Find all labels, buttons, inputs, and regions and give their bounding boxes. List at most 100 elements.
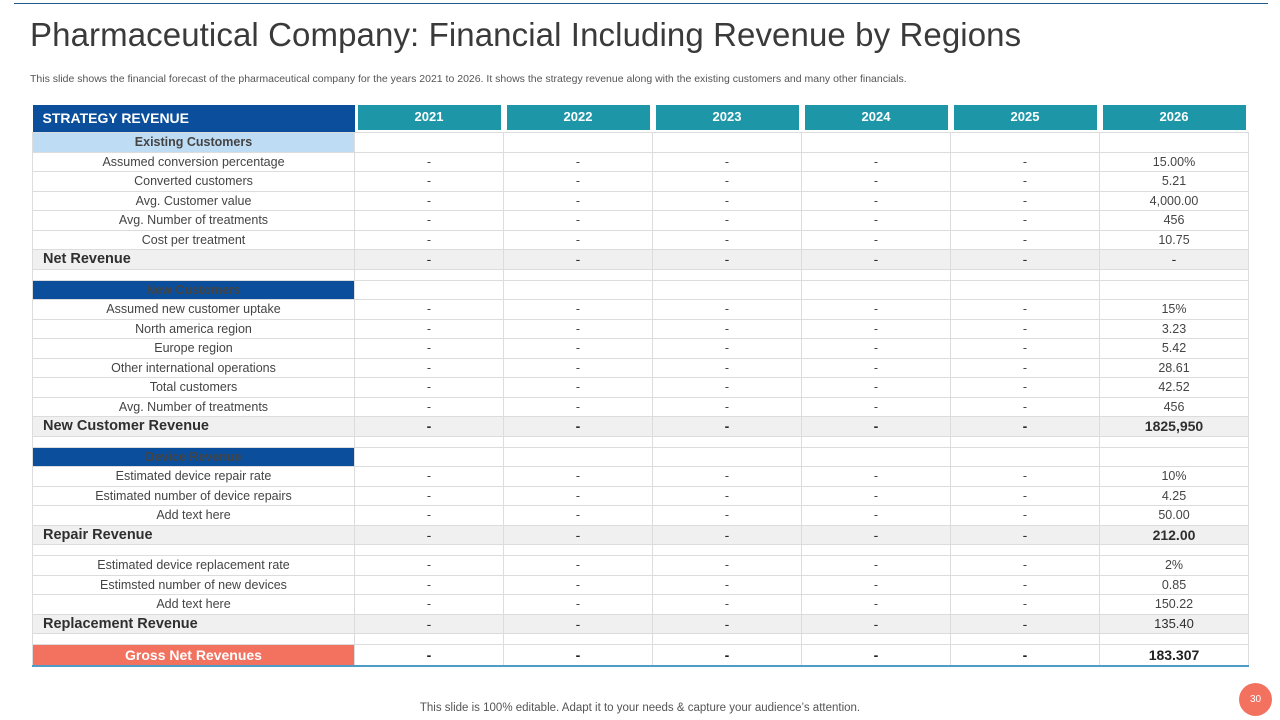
cell: 15% [1099, 299, 1249, 320]
table-row: Avg. Number of treatments - - - - - 456 [32, 396, 1249, 417]
table-row: Cost per treatment - - - - - 10.75 [32, 229, 1249, 250]
cell: - [652, 524, 802, 545]
cell: - [801, 229, 951, 250]
cell: - [503, 396, 653, 417]
cell: - [354, 357, 504, 378]
table-row: Estimated number of device repairs - - -… [32, 485, 1249, 506]
cell: - [354, 613, 504, 634]
cell: - [652, 613, 802, 634]
row-label: Avg. Number of treatments [32, 210, 355, 231]
cell: - [652, 466, 802, 487]
cell: - [503, 416, 653, 437]
cell: - [503, 377, 653, 398]
row-label: Other international operations [32, 357, 355, 378]
cell: - [652, 229, 802, 250]
cell: - [503, 338, 653, 359]
total-row: Net Revenue - - - - - - [32, 249, 1249, 270]
cell: - [950, 416, 1100, 437]
row-label: Estimated device replacement rate [32, 555, 355, 576]
table-row: Estimsted number of new devices - - - - … [32, 574, 1249, 595]
row-label: Estimated device repair rate [32, 466, 355, 487]
cell: - [354, 594, 504, 615]
row-label: Total customers [32, 377, 355, 398]
cell: - [503, 318, 653, 339]
cell: - [801, 574, 951, 595]
row-label: Assumed new customer uptake [32, 299, 355, 320]
cell: - [354, 396, 504, 417]
cell: - [801, 338, 951, 359]
cell: - [503, 190, 653, 211]
cell: - [950, 574, 1100, 595]
cell: - [354, 644, 504, 667]
cell: 5.21 [1099, 171, 1249, 192]
cell: - [652, 644, 802, 667]
cell: - [354, 524, 504, 545]
cell: - [801, 190, 951, 211]
cell: - [354, 416, 504, 437]
cell: - [354, 338, 504, 359]
cell: 5.42 [1099, 338, 1249, 359]
cell: - [503, 357, 653, 378]
table-row: Europe region - - - - - 5.42 [32, 338, 1249, 359]
cell: 456 [1099, 396, 1249, 417]
section-device-revenue: Device Revenue [32, 446, 355, 467]
cell: - [354, 151, 504, 172]
cell: 15.00% [1099, 151, 1249, 172]
cell: - [503, 466, 653, 487]
row-label: North america region [32, 318, 355, 339]
row-label: Add text here [32, 594, 355, 615]
cell: - [503, 171, 653, 192]
cell: - [801, 505, 951, 526]
cell: - [950, 229, 1100, 250]
spacer-row [32, 544, 1249, 556]
cell: - [652, 171, 802, 192]
cell: - [354, 485, 504, 506]
cell: - [652, 594, 802, 615]
cell: - [652, 151, 802, 172]
cell: - [950, 594, 1100, 615]
cell: - [652, 299, 802, 320]
cell: - [801, 357, 951, 378]
cell: - [801, 249, 951, 270]
cell: - [652, 555, 802, 576]
cell: - [801, 210, 951, 231]
cell: - [950, 485, 1100, 506]
cell: - [801, 524, 951, 545]
cell: 150.22 [1099, 594, 1249, 615]
section-header-row: Existing Customers [32, 132, 1249, 153]
row-label: Assumed conversion percentage [32, 151, 355, 172]
table-row: Assumed new customer uptake - - - - - 15… [32, 299, 1249, 320]
section-existing-customers: Existing Customers [32, 132, 355, 153]
cell: 50.00 [1099, 505, 1249, 526]
cell: - [652, 249, 802, 270]
cell: - [950, 396, 1100, 417]
year-header: 2022 [506, 105, 650, 130]
cell: 135.40 [1099, 613, 1249, 634]
cell: - [950, 151, 1100, 172]
table-row: North america region - - - - - 3.23 [32, 318, 1249, 339]
cell: - [503, 299, 653, 320]
spacer-row [32, 633, 1249, 645]
cell: - [801, 644, 951, 667]
cell: - [801, 594, 951, 615]
cell: 2% [1099, 555, 1249, 576]
cell: - [950, 190, 1100, 211]
cell: - [652, 505, 802, 526]
cell: - [503, 524, 653, 545]
cell: - [354, 377, 504, 398]
cell: - [503, 555, 653, 576]
cell: - [503, 485, 653, 506]
cell: - [801, 613, 951, 634]
cell: - [950, 555, 1100, 576]
row-label: Converted customers [32, 171, 355, 192]
row-label: Estimated number of device repairs [32, 485, 355, 506]
cell: - [503, 505, 653, 526]
cell: 4,000.00 [1099, 190, 1249, 211]
page-title: Pharmaceutical Company: Financial Includ… [30, 16, 1022, 53]
year-header: 2026 [1102, 105, 1246, 130]
new-customer-revenue-label: New Customer Revenue [32, 416, 355, 437]
cell: - [652, 574, 802, 595]
cell: - [950, 171, 1100, 192]
cell: - [652, 396, 802, 417]
cell: - [354, 190, 504, 211]
